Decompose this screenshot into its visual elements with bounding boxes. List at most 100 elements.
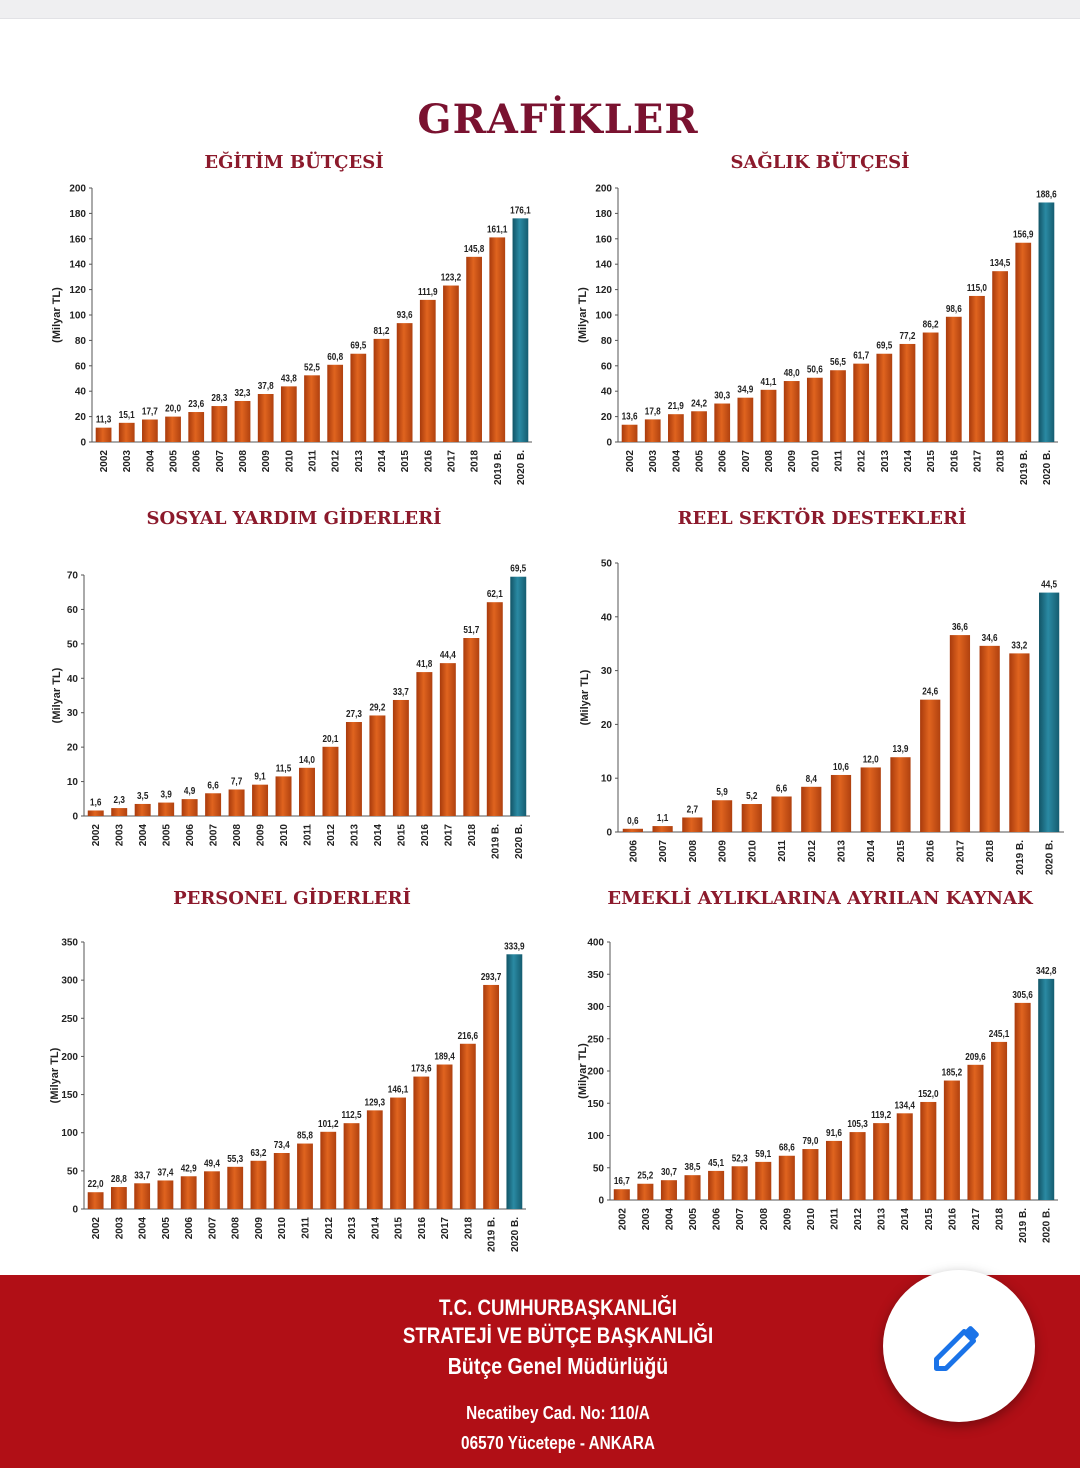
bar-value-label: 23,6 [188, 398, 204, 409]
top-strip [0, 0, 1080, 19]
bar-value-label: 11,5 [276, 763, 291, 774]
x-tick-label: 2012 [857, 450, 868, 473]
x-tick-label: 2003 [122, 450, 133, 473]
x-tick-label: 2010 [747, 840, 758, 863]
bar [165, 416, 181, 442]
bar-value-label: 101,2 [318, 1118, 338, 1129]
bar-value-label: 7,7 [231, 776, 242, 787]
bar-value-label: 333,9 [504, 941, 524, 952]
bar [413, 1076, 430, 1209]
bar-value-label: 68,6 [779, 1142, 795, 1153]
bar-value-label: 24,6 [922, 686, 938, 697]
pencil-icon [934, 1326, 979, 1371]
bar-value-label: 93,6 [397, 309, 413, 320]
bar [111, 808, 128, 816]
chart-svg: (Milyar TL) 0 10 20 30 40 50 0,6 2006 1,1 2007 2,7 2… [579, 559, 1064, 875]
bar [873, 1123, 890, 1200]
bar [327, 364, 344, 442]
bar [1039, 592, 1060, 832]
y-axis-label: (Milyar TL) [51, 287, 63, 343]
bar [436, 1064, 453, 1209]
y-tick-label: 150 [61, 1090, 78, 1101]
bar [489, 237, 506, 442]
x-tick-label: 2020 B. [1042, 450, 1053, 485]
chart-sosyal-yardim-giderleri: SOSYAL YARDIM GİDERLERİ (Milyar TL) 0 10 20… [48, 508, 540, 873]
bar-value-label: 69,5 [876, 340, 892, 351]
page-title: GRAFİKLER [417, 96, 699, 143]
bar-value-label: 25,2 [637, 1170, 653, 1181]
bar [459, 1043, 476, 1209]
edit-fab-button[interactable] [883, 1270, 1035, 1422]
bar-value-label: 85,8 [297, 1130, 313, 1141]
x-tick-label: 2018 [467, 824, 478, 847]
bar-value-label: 50,6 [807, 364, 823, 375]
bar [922, 332, 939, 442]
y-tick-label: 80 [601, 336, 613, 347]
y-tick-label: 60 [601, 361, 613, 372]
chart-svg: (Milyar TL) 0 50 100 150 200 250 300 350 400 16,7 2… [577, 938, 1058, 1243]
bar [783, 381, 800, 442]
bar-value-label: 73,4 [274, 1139, 291, 1150]
bar-value-label: 146,1 [388, 1084, 408, 1095]
bar-value-label: 5,2 [746, 790, 757, 801]
bar-value-label: 62,1 [487, 588, 503, 599]
bar-value-label: 17,8 [645, 406, 661, 417]
bar-value-label: 63,2 [251, 1147, 267, 1158]
chart-svg: (Milyar TL) 0 10 20 30 40 50 60 70 1,6 2002 2,3 2003… [51, 563, 530, 859]
y-tick-label: 140 [69, 260, 86, 271]
bar-value-label: 10,6 [833, 761, 849, 772]
x-tick-label: 2004 [671, 450, 682, 473]
y-axis-label: (Milyar TL) [51, 667, 63, 723]
bar-value-label: 15,1 [119, 409, 135, 420]
x-tick-label: 2013 [349, 824, 360, 847]
x-tick-label: 2004 [145, 450, 156, 473]
x-tick-label: 2005 [688, 1208, 699, 1231]
x-tick-label: 2012 [324, 1217, 335, 1240]
y-tick-label: 0 [598, 1196, 604, 1207]
bar [860, 767, 881, 832]
bar-value-label: 245,1 [989, 1028, 1009, 1039]
bar [613, 1189, 630, 1200]
y-tick-label: 160 [69, 234, 86, 245]
y-tick-label: 20 [601, 412, 613, 423]
x-tick-label: 2015 [924, 1208, 935, 1231]
x-tick-label: 2002 [617, 1208, 628, 1231]
x-tick-label: 2005 [161, 1217, 172, 1240]
x-tick-label: 2009 [782, 1208, 793, 1231]
x-tick-label: 2014 [377, 450, 388, 473]
bar-value-label: 9,1 [254, 771, 265, 782]
bar [228, 789, 245, 816]
bar-value-label: 30,3 [714, 390, 730, 401]
x-tick-label: 2006 [185, 824, 196, 847]
bar [801, 786, 822, 832]
chart-personel-giderleri: PERSONEL GİDERLERİ (Milyar TL) 0 50 100 150 2… [46, 888, 538, 1258]
bar [1038, 202, 1055, 442]
bar [443, 285, 459, 442]
bar [345, 722, 362, 816]
bar-value-label: 34,9 [737, 384, 753, 395]
bar [439, 663, 456, 816]
bar [778, 1155, 795, 1200]
bar [668, 414, 684, 442]
bar-value-label: 6,6 [207, 780, 218, 791]
y-tick-label: 400 [587, 938, 604, 949]
y-tick-label: 20 [75, 412, 87, 423]
bar [180, 1176, 197, 1209]
y-tick-label: 40 [601, 612, 613, 623]
bar-value-label: 32,3 [235, 387, 251, 398]
y-tick-label: 120 [69, 285, 86, 296]
bar-value-label: 24,2 [691, 398, 707, 409]
bar [682, 817, 703, 832]
x-tick-label: 2010 [284, 450, 295, 473]
x-tick-label: 2017 [971, 1208, 982, 1231]
bar [392, 699, 409, 816]
y-tick-label: 200 [587, 1067, 604, 1078]
bar-value-label: 3,5 [137, 790, 148, 801]
bar [644, 419, 661, 442]
y-tick-label: 100 [587, 1131, 604, 1142]
y-tick-label: 50 [67, 639, 79, 650]
bar-value-label: 189,4 [434, 1051, 455, 1062]
bar [512, 218, 529, 442]
bar-value-label: 2,7 [687, 804, 698, 815]
y-tick-label: 30 [67, 708, 79, 719]
